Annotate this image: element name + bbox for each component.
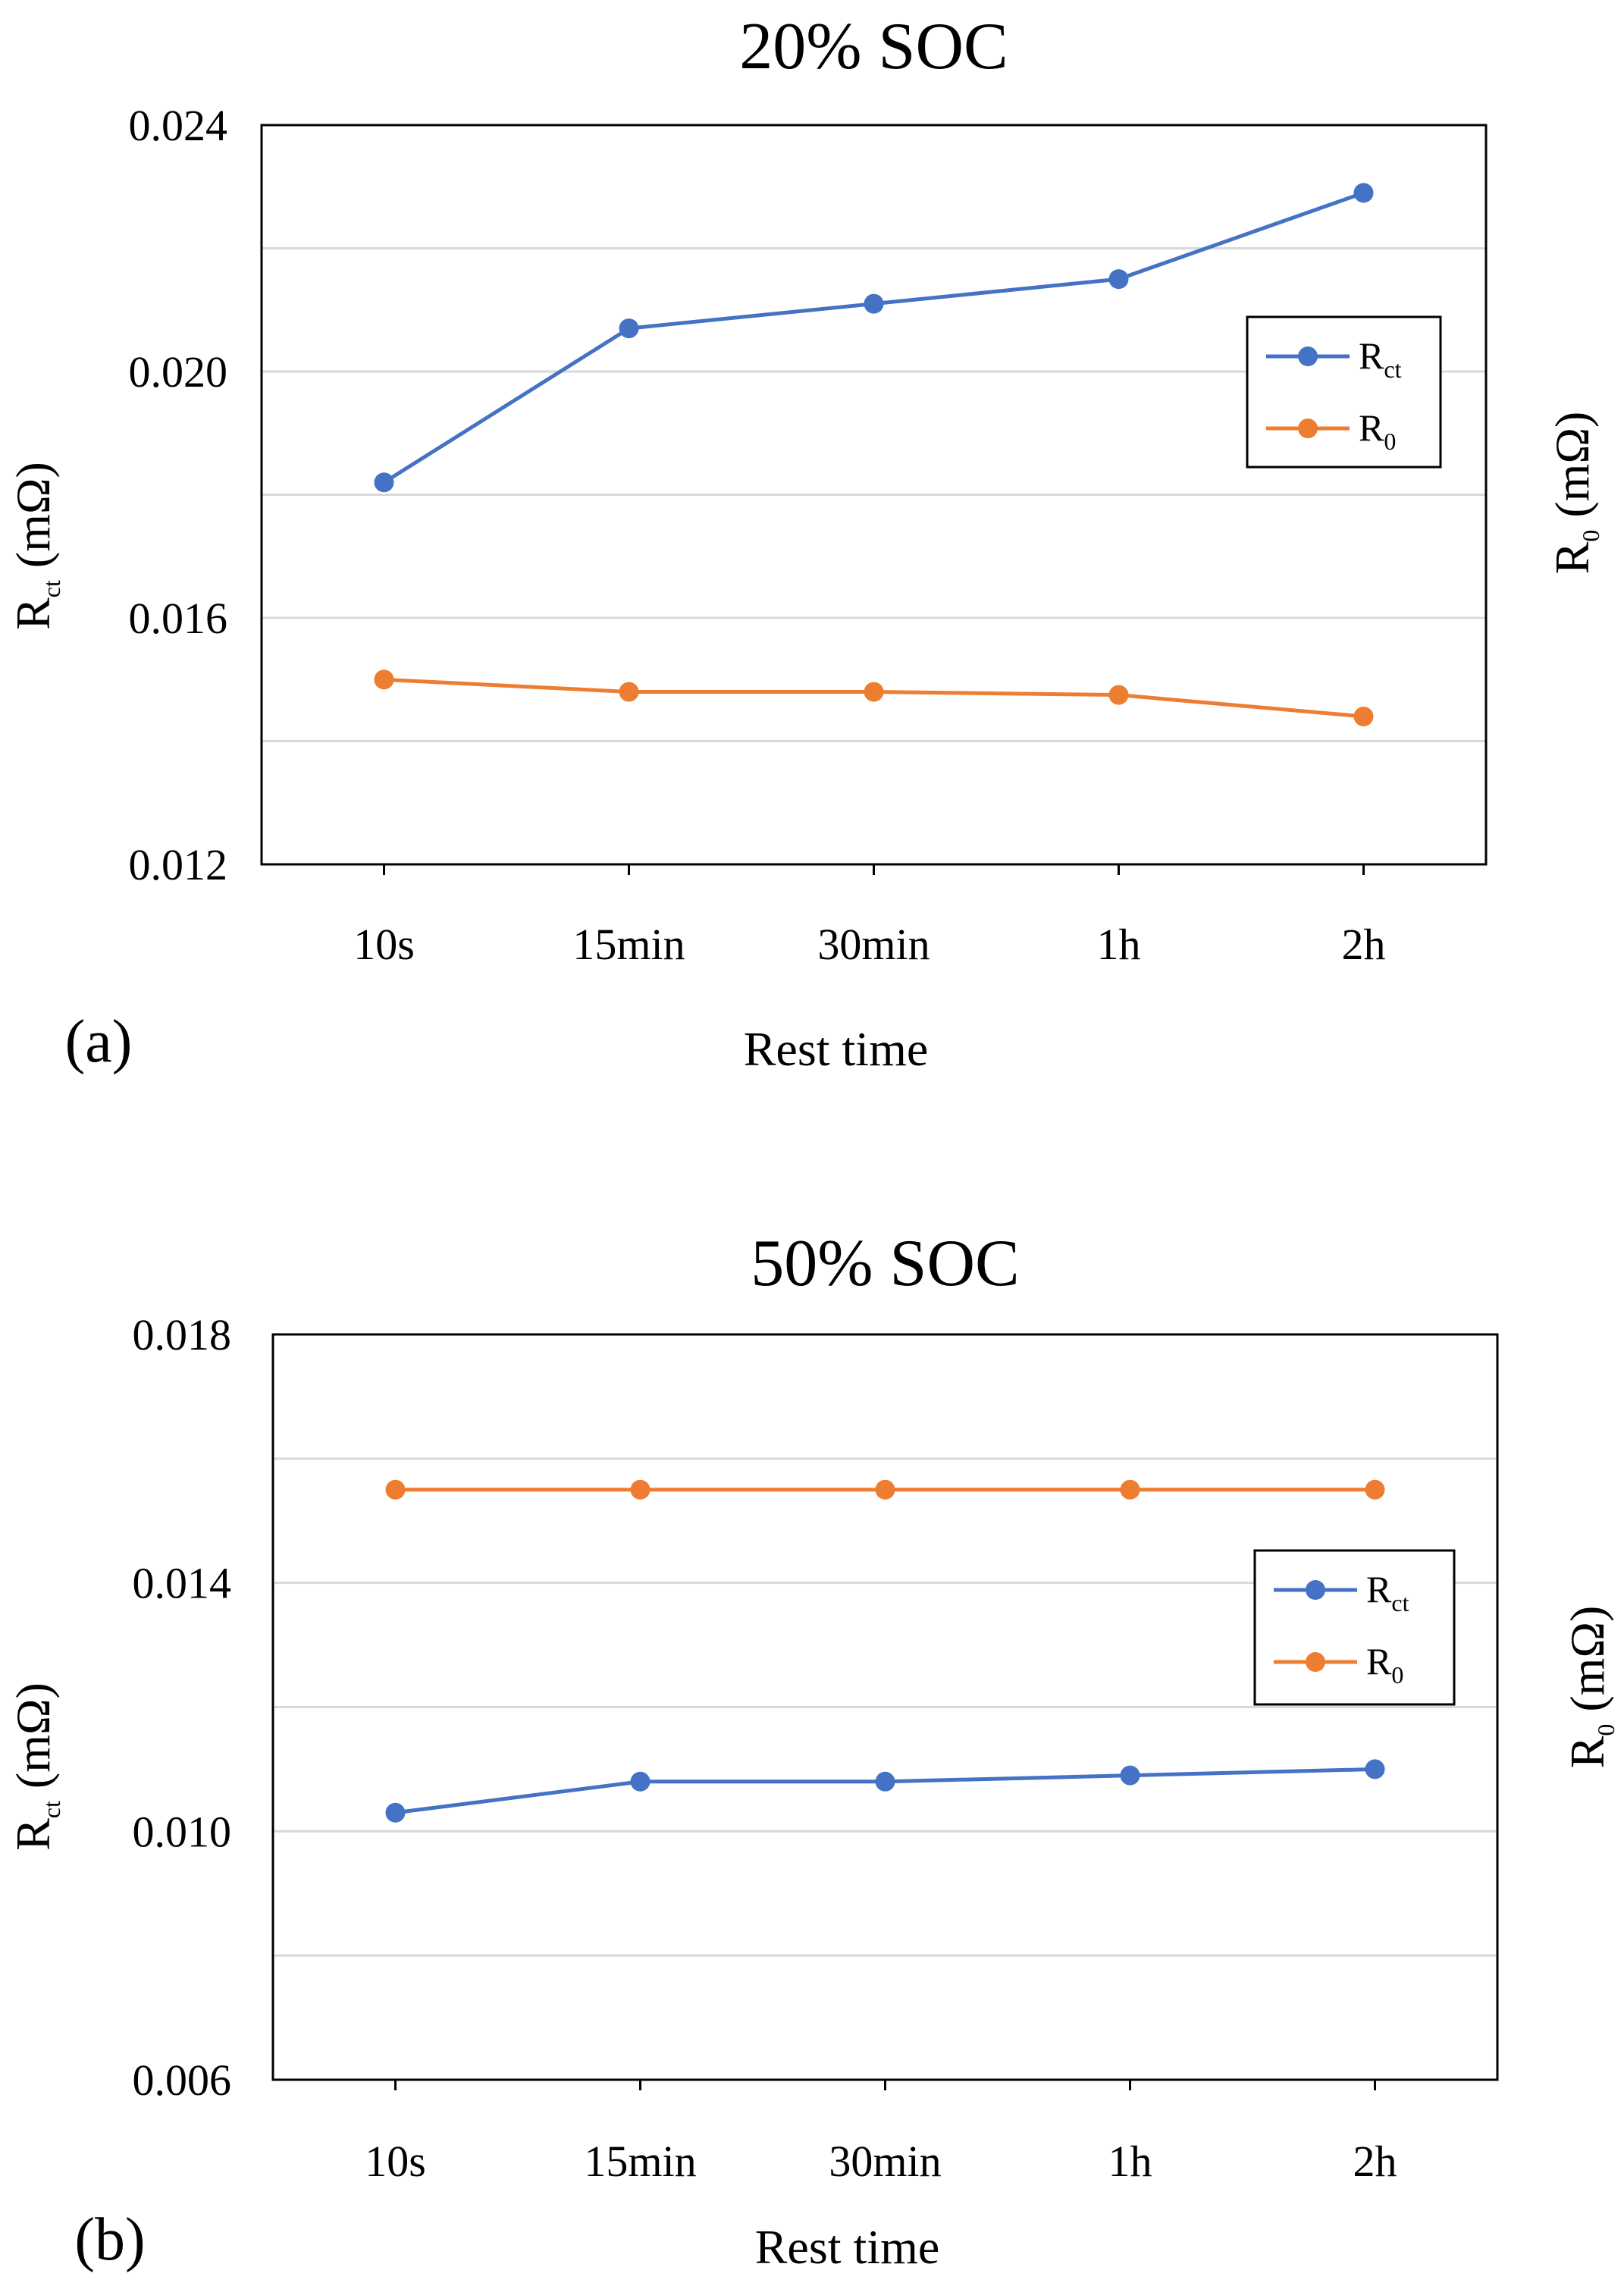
data-point-Rct	[619, 318, 639, 339]
chart-title: 20% SOC	[739, 10, 1008, 83]
y2-axis-label-base: R	[1560, 1736, 1614, 1768]
legend-label-R0: R0	[1359, 406, 1396, 455]
x-tick-label: 1h	[1097, 920, 1141, 969]
data-point-Rct	[1353, 183, 1374, 203]
data-point-R0	[1365, 1479, 1385, 1500]
series-R0	[385, 1479, 1385, 1500]
legend-marker-R0	[1298, 419, 1318, 438]
legend-label-sub: 0	[1391, 1661, 1403, 1689]
y-tick-label: 0.014	[133, 1559, 232, 1608]
series-line-Rct	[383, 191, 1365, 484]
y-tick-label: 0.006	[133, 2055, 232, 2105]
legend-label-Rct: Rct	[1359, 334, 1402, 383]
x-tick-label: 2h	[1353, 2137, 1397, 2186]
x-axis-label: Rest time	[744, 1022, 929, 1076]
x-axis-label: Rest time	[755, 2220, 940, 2274]
data-point-R0	[1108, 685, 1129, 705]
data-point-Rct	[1108, 269, 1129, 290]
chart-title: 50% SOC	[751, 1227, 1020, 1300]
legend-marker-Rct	[1298, 346, 1318, 366]
legend-label-base: R	[1359, 406, 1384, 449]
data-point-Rct	[1120, 1765, 1140, 1786]
y-axis-label-unit: (mΩ)	[6, 462, 60, 580]
legend-label-sub: ct	[1384, 356, 1401, 383]
y2-axis-label-sub: 0	[1577, 530, 1604, 542]
data-point-R0	[875, 1479, 895, 1500]
legend-label-base: R	[1366, 1640, 1392, 1682]
legend-box	[1246, 315, 1442, 469]
data-point-Rct	[374, 472, 394, 493]
y-axis-label: Rct (mΩ)	[6, 1682, 65, 1851]
x-tick-label: 15min	[584, 2137, 696, 2186]
legend-label-R0: R0	[1366, 1640, 1403, 1689]
x-tick-label: 15min	[572, 920, 685, 969]
y2-axis-label-base: R	[1545, 541, 1599, 574]
y-tick-label: 0.024	[129, 101, 228, 150]
chart-panel-b: 50% SOC 0.006 0.010 0.014 0.018 10s 15min 30min…	[6, 1227, 1619, 2274]
data-point-R0	[619, 682, 639, 702]
y-axis-label-base: R	[6, 597, 60, 630]
legend-label-Rct: Rct	[1366, 1568, 1409, 1616]
data-point-R0	[864, 682, 884, 702]
data-point-Rct	[630, 1771, 651, 1792]
y2-axis-label-sub: 0	[1592, 1724, 1619, 1736]
y-tick-label: 0.010	[133, 1807, 232, 1856]
x-tick-label: 1h	[1108, 2137, 1152, 2186]
legend-label-base: R	[1359, 334, 1384, 377]
data-point-Rct	[1365, 1759, 1385, 1779]
data-point-R0	[385, 1479, 406, 1500]
x-tick-label: 30min	[817, 920, 930, 969]
data-point-R0	[374, 669, 394, 690]
y2-axis-label: R0 (mΩ)	[1545, 412, 1604, 575]
x-tick-label: 10s	[365, 2137, 426, 2186]
y-axis-label-base: R	[6, 1818, 60, 1851]
data-point-R0	[1120, 1479, 1140, 1500]
data-point-Rct	[875, 1771, 895, 1792]
legend-label-base: R	[1366, 1568, 1392, 1610]
legend-marker-Rct	[1306, 1580, 1325, 1600]
x-tick-label: 2h	[1342, 920, 1386, 969]
series-Rct	[385, 1759, 1385, 1823]
legend-marker-R0	[1306, 1652, 1325, 1672]
y-axis-label-sub: ct	[38, 580, 65, 597]
legend-box	[1253, 1549, 1456, 1706]
y-tick-label: 0.018	[133, 1310, 232, 1359]
y-tick-label: 0.016	[129, 594, 228, 643]
data-point-Rct	[385, 1802, 406, 1823]
y-tick-label: 0.012	[129, 840, 228, 889]
x-tick-label: 10s	[353, 920, 415, 969]
legend-label-sub: ct	[1391, 1589, 1409, 1616]
data-point-Rct	[864, 293, 884, 314]
y-axis-label-sub: ct	[38, 1801, 65, 1818]
y-axis-label: Rct (mΩ)	[6, 462, 65, 630]
y2-axis-label-unit: (mΩ)	[1560, 1606, 1614, 1724]
data-point-R0	[630, 1479, 651, 1500]
series-Rct	[374, 183, 1374, 493]
y-axis-label-unit: (mΩ)	[6, 1682, 60, 1801]
y2-axis-label-unit: (mΩ)	[1545, 412, 1599, 530]
chart-panel-a: 20% SOC 0.012 0.016 0.020 0.024 10s 15min 30min…	[6, 10, 1604, 1076]
panel-label: (b)	[74, 2206, 145, 2273]
panel-label: (a)	[65, 1008, 133, 1075]
x-tick-label: 30min	[829, 2137, 941, 2186]
data-point-R0	[1353, 707, 1374, 726]
y-tick-label: 0.020	[129, 347, 228, 397]
legend-label-sub: 0	[1384, 428, 1396, 455]
y2-axis-label: R0 (mΩ)	[1560, 1606, 1619, 1769]
series-R0	[374, 669, 1374, 726]
